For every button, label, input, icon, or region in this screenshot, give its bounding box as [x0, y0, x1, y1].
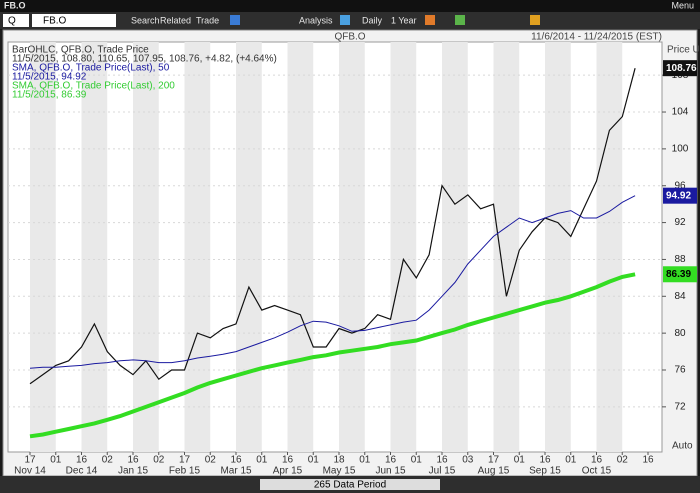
x-tick-label: 16: [76, 455, 88, 466]
x-month-label: Feb 15: [169, 466, 201, 477]
chart-title: QFB.O: [334, 32, 365, 43]
x-tick-label: 16: [127, 455, 139, 466]
series-line: [29, 68, 636, 385]
search-button[interactable]: Search: [131, 15, 160, 25]
last-value-label: 94.92: [666, 190, 691, 201]
x-tick-label: 01: [514, 455, 526, 466]
study-icon[interactable]: [340, 15, 350, 25]
x-tick-label: 16: [385, 455, 397, 466]
legend-text: 11/5/2015, 94.92: [12, 72, 87, 83]
grid-band: [596, 42, 623, 452]
series-line: [29, 195, 636, 369]
menu-button[interactable]: Menu: [671, 0, 694, 10]
y-tick-label: 92: [674, 217, 686, 228]
x-tick-label: 16: [230, 455, 242, 466]
chart-subtitle: 11/6/2014 - 11/24/2015 (EST): [531, 32, 662, 43]
interval-menu[interactable]: Daily: [362, 15, 383, 25]
x-tick-label: 18: [333, 455, 345, 466]
last-value-label: 86.39: [666, 269, 691, 280]
prefix-box[interactable]: [3, 14, 29, 27]
grid-band: [493, 42, 520, 452]
y-tick-label: 104: [672, 107, 689, 118]
range-menu[interactable]: 1 Year: [391, 15, 417, 25]
x-month-label: Jan 15: [118, 466, 148, 477]
related-menu[interactable]: Related: [160, 15, 191, 25]
x-month-label: Dec 14: [66, 466, 98, 477]
series-line: [29, 272, 636, 439]
trade-menu[interactable]: Trade: [196, 15, 219, 25]
grid-band: [390, 42, 417, 452]
x-tick-label: 01: [256, 455, 268, 466]
x-month-label: Jul 15: [429, 466, 456, 477]
last-value-box: [663, 60, 697, 77]
scale-mode[interactable]: Auto: [672, 441, 693, 452]
x-tick-label: 02: [102, 455, 114, 466]
legend-text: SMA, QFB.O, Trade Price(Last), 200: [12, 81, 175, 92]
y-tick-label: 80: [674, 328, 686, 339]
x-tick-label: 01: [565, 455, 577, 466]
x-month-label: Aug 15: [478, 466, 510, 477]
y-tick-label: 84: [674, 291, 686, 302]
tool-icon[interactable]: [455, 15, 465, 25]
x-tick-label: 02: [617, 455, 629, 466]
x-tick-label: 03: [462, 455, 474, 466]
y-tick-label: 96: [674, 180, 686, 191]
grid-band: [133, 42, 159, 452]
x-month-label: Oct 15: [582, 466, 612, 477]
y-tick-label: 76: [674, 365, 686, 376]
chart-type-icon[interactable]: [425, 15, 435, 25]
x-month-label: May 15: [323, 466, 356, 477]
y-tick-label: 72: [674, 401, 686, 412]
legend-text: BarOHLC, QFB.O, Trade Price: [12, 45, 149, 56]
legend-text: 11/5/2015, 108.80, 110.65, 107.95, 108.7…: [12, 54, 277, 65]
last-value-box: [663, 266, 697, 283]
x-tick-label: 17: [24, 455, 36, 466]
window-title: FB.O: [4, 0, 26, 10]
x-tick-label: 16: [436, 455, 448, 466]
symbol-prefix[interactable]: Q: [8, 16, 16, 27]
x-month-label: Nov 14: [14, 466, 46, 477]
x-tick-label: 16: [642, 455, 654, 466]
grid-band: [545, 42, 571, 452]
x-tick-label: 16: [591, 455, 603, 466]
grid-band: [30, 42, 56, 452]
y-tick-label: 100: [672, 144, 689, 155]
x-tick-label: 01: [411, 455, 423, 466]
grid-band: [339, 42, 365, 452]
x-month-label: Apr 15: [273, 466, 303, 477]
grid-band: [287, 42, 314, 452]
x-tick-label: 16: [539, 455, 551, 466]
last-value-label: 108.76: [666, 63, 697, 74]
y-axis-label: Price USD: [667, 45, 700, 56]
data-period: 265 Data Period: [314, 480, 386, 491]
grid-band: [442, 42, 468, 452]
x-tick-label: 01: [359, 455, 371, 466]
analysis-menu[interactable]: Analysis: [299, 15, 333, 25]
x-tick-label: 17: [179, 455, 191, 466]
legend-text: SMA, QFB.O, Trade Price(Last), 50: [12, 63, 170, 74]
title-bar: [0, 0, 700, 12]
x-tick-label: 02: [153, 455, 165, 466]
y-tick-label: 88: [674, 254, 686, 265]
x-tick-label: 02: [205, 455, 217, 466]
last-value-box: [663, 187, 697, 204]
symbol-input[interactable]: FB.O: [43, 16, 67, 27]
x-tick-label: 16: [282, 455, 294, 466]
x-tick-label: 01: [50, 455, 62, 466]
x-tick-label: 01: [308, 455, 320, 466]
zoom-icon[interactable]: [530, 15, 540, 25]
data-period-box: [260, 479, 440, 490]
grid-band: [236, 42, 262, 452]
x-month-label: Mar 15: [220, 466, 252, 477]
legend-text: 11/5/2015, 86.39: [12, 90, 87, 101]
x-tick-label: 17: [488, 455, 500, 466]
symbol-box[interactable]: [32, 14, 116, 27]
grid-band: [81, 42, 108, 452]
undo-icon[interactable]: [230, 15, 240, 25]
x-month-label: Jun 15: [375, 466, 405, 477]
x-month-label: Sep 15: [529, 466, 561, 477]
